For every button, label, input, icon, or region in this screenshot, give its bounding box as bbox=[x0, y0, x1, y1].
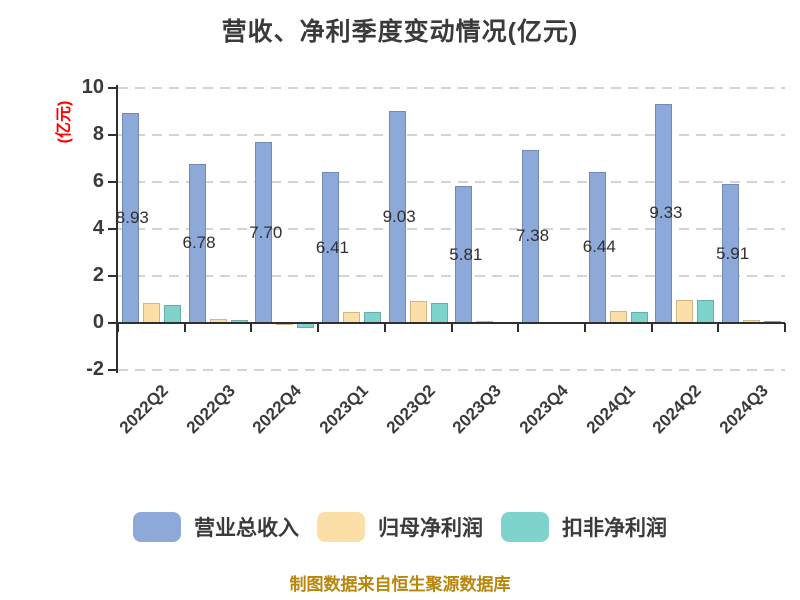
x-tick-mark bbox=[784, 323, 786, 332]
y-tick-label: 2 bbox=[92, 264, 104, 286]
x-tick-label-2023Q1: 2023Q1 bbox=[315, 381, 372, 438]
x-tick-mark bbox=[317, 323, 320, 332]
legend-item-deducted-net-profit: 扣非净利润 bbox=[501, 512, 667, 542]
net-profit-bar bbox=[676, 300, 694, 323]
revenue-bar-value: 8.93 bbox=[115, 208, 149, 228]
y-tick-mark bbox=[108, 134, 118, 136]
x-tick-mark bbox=[450, 323, 453, 332]
revenue-bar-value: 6.44 bbox=[582, 237, 616, 257]
gridline-8 bbox=[118, 134, 785, 136]
gridline--2 bbox=[118, 369, 785, 371]
x-tick-mark bbox=[383, 323, 386, 332]
revenue-bar-value: 6.78 bbox=[182, 233, 216, 253]
x-tick-label-2023Q4: 2023Q4 bbox=[515, 381, 572, 438]
deducted-net-profit-legend-swatch bbox=[501, 512, 549, 542]
x-tick-mark bbox=[717, 323, 720, 332]
revenue-bar-value: 5.91 bbox=[716, 243, 750, 263]
y-tick-label: 8 bbox=[92, 123, 104, 145]
revenue-legend-label: 营业总收入 bbox=[194, 517, 299, 540]
y-tick-mark bbox=[108, 181, 118, 183]
revenue-bar-value: 9.03 bbox=[382, 206, 416, 226]
y-tick-mark bbox=[108, 228, 118, 230]
x-tick-mark bbox=[583, 323, 586, 332]
deducted-net-profit-bar bbox=[163, 304, 181, 323]
x-tick-label-2024Q3: 2024Q3 bbox=[715, 381, 773, 438]
net-profit-bar bbox=[142, 303, 160, 323]
y-tick-label: 6 bbox=[92, 170, 104, 192]
net-profit-bar bbox=[409, 301, 427, 323]
y-tick-label: -2 bbox=[86, 358, 104, 380]
y-tick-label: 4 bbox=[92, 217, 104, 239]
x-tick-label-2023Q2: 2023Q2 bbox=[382, 381, 439, 438]
y-tick-mark bbox=[108, 87, 118, 89]
chart-title: 营收、净利季度变动情况(亿元) bbox=[221, 18, 579, 46]
y-tick-mark bbox=[108, 322, 118, 324]
legend-item-revenue: 营业总收入 bbox=[133, 512, 299, 542]
x-tick-mark bbox=[517, 323, 520, 332]
y-tick-mark bbox=[108, 275, 118, 277]
gridline-6 bbox=[118, 181, 785, 183]
deducted-net-profit-bar bbox=[697, 299, 715, 323]
x-tick-mark bbox=[250, 323, 253, 332]
x-tick-mark bbox=[650, 323, 653, 332]
legend-item-net-profit: 归母净利润 bbox=[317, 512, 483, 542]
x-tick-label-2022Q2: 2022Q2 bbox=[115, 381, 172, 438]
x-tick-label-2022Q3: 2022Q3 bbox=[182, 381, 239, 438]
deducted-net-profit-bar bbox=[430, 303, 448, 323]
y-tick-label: 10 bbox=[81, 76, 104, 98]
x-tick-mark bbox=[183, 323, 186, 332]
gridline-4 bbox=[118, 228, 785, 230]
revenue-bar-value: 9.33 bbox=[649, 203, 683, 223]
gridline-10 bbox=[118, 87, 785, 89]
x-tick-label-2024Q1: 2024Q1 bbox=[582, 381, 639, 438]
net-profit-legend-label: 归母净利润 bbox=[378, 517, 483, 540]
revenue-bar-value: 7.70 bbox=[249, 222, 283, 242]
data-source-note: 制图数据来自恒生聚源数据库 bbox=[289, 575, 511, 594]
y-axis-line bbox=[116, 85, 118, 373]
legend: 营业总收入 归母净利润 扣非净利润 bbox=[0, 512, 800, 542]
x-tick-label-2022Q4: 2022Q4 bbox=[248, 381, 306, 438]
gridline-2 bbox=[118, 275, 785, 277]
y-tick-label: 0 bbox=[92, 311, 104, 333]
x-tick-label-2024Q2: 2024Q2 bbox=[649, 381, 706, 438]
revenue-bar-value: 6.41 bbox=[315, 237, 349, 257]
x-tick-label-2023Q3: 2023Q3 bbox=[449, 381, 506, 438]
revenue-legend-swatch bbox=[133, 512, 181, 542]
deducted-net-profit-legend-label: 扣非净利润 bbox=[562, 517, 667, 540]
revenue-bar-value: 7.38 bbox=[516, 226, 550, 246]
x-tick-mark bbox=[117, 323, 119, 332]
y-tick-mark bbox=[108, 369, 118, 371]
revenue-bar-value: 5.81 bbox=[449, 244, 483, 264]
net-profit-legend-swatch bbox=[317, 512, 365, 542]
